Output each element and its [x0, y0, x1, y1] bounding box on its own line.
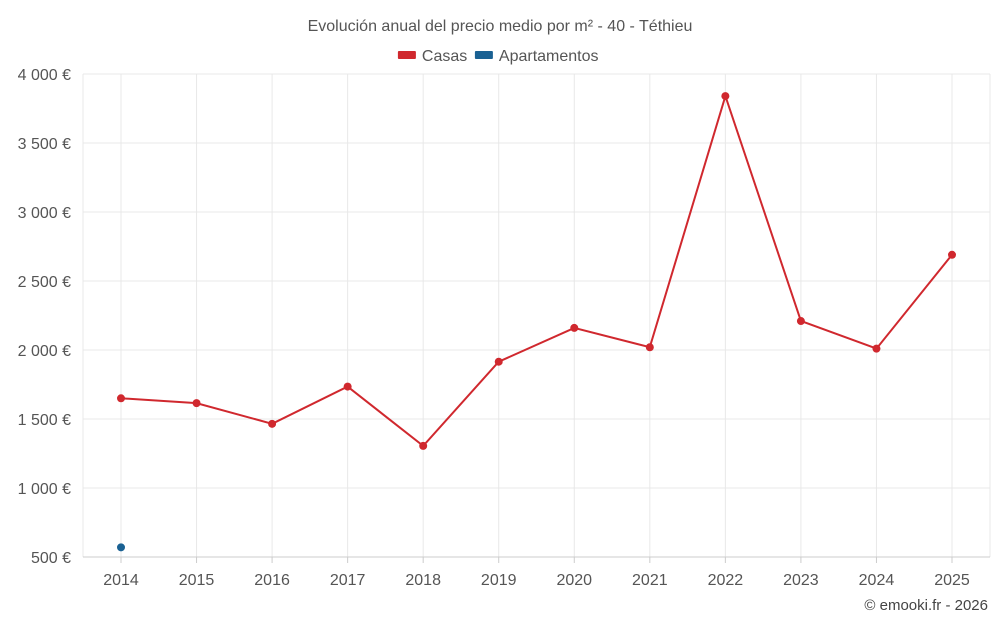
x-tick-label: 2023 — [783, 572, 819, 589]
data-point-casas — [117, 394, 125, 403]
grid — [82, 73, 991, 557]
x-tick-label: 2022 — [708, 572, 744, 589]
x-tick-label: 2014 — [103, 572, 139, 589]
x-tick-label: 2024 — [859, 572, 895, 589]
data-point-casas — [872, 344, 881, 353]
y-tick-label: 1 500 € — [18, 412, 71, 429]
chart-title: Evolución anual del precio medio por m² … — [308, 18, 693, 35]
data-point-casas — [419, 441, 428, 450]
y-tick-label: 3 000 € — [18, 205, 71, 222]
x-axis: 2014 2015 2016 2017 2018 2019 2020 2021 2022 2023… — [83, 556, 990, 589]
data-point-apartamentos — [117, 543, 125, 552]
series-casas — [117, 92, 956, 450]
x-tick-label: 2021 — [632, 572, 668, 589]
y-axis: 500 € 1 000 € 1 500 € 2 000 € 2 500 € 3 000 €… — [18, 67, 71, 567]
series-apartamentos — [117, 543, 125, 552]
y-tick-label: 1 000 € — [18, 481, 71, 498]
data-point-casas — [494, 357, 503, 366]
data-point-casas — [343, 382, 352, 391]
x-tick-label: 2025 — [934, 572, 970, 589]
legend-item-apartamentos[interactable]: Apartamentos — [474, 48, 599, 65]
y-tick-label: 2 000 € — [18, 343, 71, 360]
data-point-casas — [570, 323, 579, 332]
legend-item-casas[interactable]: Casas — [397, 48, 467, 65]
data-point-casas — [192, 399, 201, 408]
legend-swatch-apartamentos — [474, 51, 493, 59]
legend-swatch-casas — [397, 51, 416, 59]
data-point-casas — [948, 250, 956, 259]
series-line-casas — [120, 92, 953, 448]
legend: Casas Apartamentos — [397, 48, 599, 65]
y-tick-label: 3 500 € — [18, 136, 71, 153]
x-tick-label: 2019 — [481, 572, 517, 589]
data-point-casas — [645, 343, 654, 352]
data-point-casas — [796, 317, 805, 326]
x-tick-label: 2015 — [179, 572, 215, 589]
y-tick-label: 500 € — [31, 550, 71, 567]
legend-label-apartamentos: Apartamentos — [499, 48, 599, 65]
x-tick-label: 2016 — [254, 572, 290, 589]
x-tick-label: 2020 — [556, 572, 592, 589]
legend-label-casas: Casas — [422, 48, 467, 65]
x-tick-label: 2017 — [330, 572, 366, 589]
data-point-casas — [721, 92, 730, 101]
x-tick-label: 2018 — [405, 572, 441, 589]
y-tick-label: 4 000 € — [18, 67, 71, 84]
credit-text: © emooki.fr - 2026 — [864, 597, 988, 614]
data-point-casas — [268, 419, 277, 428]
series-layer — [117, 92, 956, 552]
y-tick-label: 2 500 € — [18, 274, 71, 291]
